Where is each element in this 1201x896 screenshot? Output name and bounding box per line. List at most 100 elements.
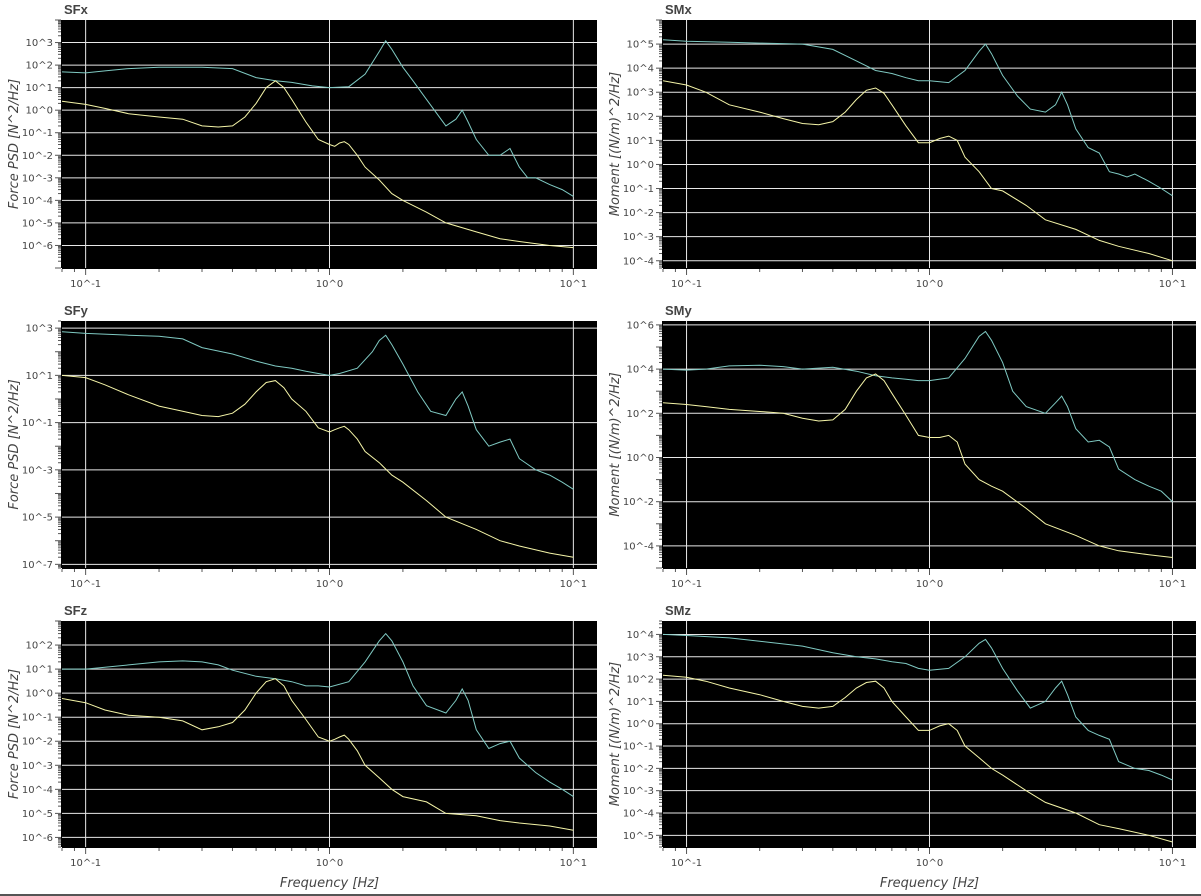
y-tick-label: 10^-5 <box>22 218 53 229</box>
y-tick-label: 10^0 <box>627 453 654 464</box>
y-axis-label: Moment [(N/m)^2/Hz] <box>608 662 623 807</box>
y-axis-label: Force PSD [N^2/Hz] <box>7 669 22 799</box>
y-tick-label: 10^-2 <box>623 208 654 219</box>
y-tick-label: 10^4 <box>627 365 654 376</box>
y-tick-label: 10^5 <box>627 40 654 51</box>
series-line-2 <box>663 80 1173 262</box>
y-tick-label: 10^1 <box>26 665 53 676</box>
y-tick-label: 10^-3 <box>22 465 53 476</box>
x-tick-label: 10^-1 <box>70 279 101 290</box>
series-line-2 <box>663 373 1173 558</box>
x-axis-label: Frequency [Hz] <box>280 876 379 891</box>
x-tick-label: 10^1 <box>1159 279 1186 290</box>
y-tick-label: 10^-4 <box>22 785 53 796</box>
y-tick-label: 10^-3 <box>22 761 53 772</box>
y-tick-label: 10^3 <box>627 88 654 99</box>
y-tick-label: 10^2 <box>627 409 654 420</box>
y-tick-label: 10^-1 <box>22 128 53 139</box>
panel-title: SMy <box>665 303 693 318</box>
y-tick-label: 10^4 <box>627 630 654 641</box>
y-tick-label: 10^-6 <box>22 833 53 844</box>
y-tick-label: 10^-2 <box>623 497 654 508</box>
panel-title: SMz <box>665 603 692 618</box>
y-tick-label: 10^2 <box>26 61 53 72</box>
y-tick-label: 10^2 <box>26 641 53 652</box>
panel-title: SFy <box>64 303 89 318</box>
panel-smz: 10^-5 10^-4 10^-3 10^-2 10^-1 10^0 10^1 10^2 10^… <box>608 603 1196 891</box>
y-tick-label: 10^-4 <box>623 541 654 552</box>
y-tick-label: 10^-1 <box>22 713 53 724</box>
y-tick-label: 10^4 <box>627 64 654 75</box>
y-axis-label: Force PSD [N^2/Hz] <box>7 379 22 509</box>
panel-sfy: 10^-7 10^-5 10^-3 10^-1 10^1 10^3 10^-1 10^0 10^… <box>7 303 597 590</box>
y-tick-label: 10^-3 <box>623 232 654 243</box>
y-tick-label: 10^1 <box>627 136 654 147</box>
y-tick-label: 10^0 <box>26 106 53 117</box>
y-tick-label: 10^-3 <box>623 786 654 797</box>
y-tick-label: 10^3 <box>26 324 53 335</box>
y-tick-label: 10^3 <box>627 652 654 663</box>
panel-title: SFx <box>64 2 89 17</box>
y-tick-label: 10^1 <box>26 371 53 382</box>
y-tick-label: 10^-4 <box>623 809 654 820</box>
y-tick-label: 10^3 <box>26 38 53 49</box>
panel-title: SFz <box>64 603 88 618</box>
y-tick-label: 10^-2 <box>22 151 53 162</box>
y-tick-label: 10^2 <box>627 675 654 686</box>
y-tick-label: 10^0 <box>627 160 654 171</box>
y-tick-label: 10^6 <box>627 320 654 331</box>
x-tick-label: 10^-1 <box>70 579 101 590</box>
y-tick-label: 10^0 <box>26 689 53 700</box>
y-tick-label: 10^0 <box>627 719 654 730</box>
x-tick-label: 10^-1 <box>70 858 101 869</box>
series-line-1 <box>62 39 574 197</box>
x-tick-label: 10^0 <box>316 279 343 290</box>
y-tick-label: 10^-5 <box>623 831 654 842</box>
y-tick-label: 10^-7 <box>22 560 53 571</box>
y-tick-label: 10^-4 <box>22 196 53 207</box>
x-tick-label: 10^0 <box>916 579 943 590</box>
panel-sfx: 10^-6 10^-5 10^-4 10^-3 10^-2 10^-1 10^0 10^1 10… <box>7 2 597 290</box>
y-tick-label: 10^-1 <box>623 184 654 195</box>
y-tick-label: 10^-4 <box>623 256 654 267</box>
x-tick-label: 10^0 <box>316 579 343 590</box>
series-line-1 <box>663 330 1173 503</box>
series-line-2 <box>62 374 574 558</box>
x-tick-label: 10^1 <box>560 579 587 590</box>
bottom-rule <box>0 894 1201 896</box>
y-tick-label: 10^-3 <box>22 173 53 184</box>
x-tick-label: 10^0 <box>916 858 943 869</box>
y-axis-label: Moment [(N/m)^2/Hz] <box>608 372 623 517</box>
series-line-1 <box>62 331 574 490</box>
x-tick-label: 10^-1 <box>671 279 702 290</box>
series-line-1 <box>663 633 1173 781</box>
x-tick-label: 10^0 <box>916 279 943 290</box>
panel-smx: 10^-4 10^-3 10^-2 10^-1 10^0 10^1 10^2 10^3 10^4… <box>608 2 1196 290</box>
y-tick-label: 10^1 <box>26 83 53 94</box>
y-tick-label: 10^-2 <box>22 737 53 748</box>
x-tick-label: 10^-1 <box>671 579 702 590</box>
y-tick-label: 10^-1 <box>22 418 53 429</box>
y-axis-label: Moment [(N/m)^2/Hz] <box>608 72 623 217</box>
x-tick-label: 10^1 <box>560 279 587 290</box>
x-tick-label: 10^1 <box>560 858 587 869</box>
y-tick-label: 10^-2 <box>623 764 654 775</box>
y-tick-label: 10^2 <box>627 112 654 123</box>
y-tick-label: 10^-6 <box>22 241 53 252</box>
y-tick-label: 10^-5 <box>22 513 53 524</box>
panel-smy: 10^-4 10^-2 10^0 10^2 10^4 10^6 10^-1 10^0 10^1 S… <box>608 303 1196 590</box>
series-line-1 <box>663 39 1173 197</box>
y-tick-label: 10^1 <box>627 697 654 708</box>
y-tick-label: 10^-1 <box>623 742 654 753</box>
x-tick-label: 10^1 <box>1159 579 1186 590</box>
series-line-2 <box>62 80 574 249</box>
series-line-2 <box>663 674 1173 843</box>
x-tick-label: 10^-1 <box>671 858 702 869</box>
y-axis-label: Force PSD [N^2/Hz] <box>7 79 22 209</box>
x-tick-label: 10^0 <box>316 858 343 869</box>
x-tick-label: 10^1 <box>1159 858 1186 869</box>
panel-sfz: 10^-6 10^-5 10^-4 10^-3 10^-2 10^-1 10^0 10^1 10… <box>7 603 597 891</box>
panel-title: SMx <box>665 2 693 17</box>
x-axis-label: Frequency [Hz] <box>880 876 979 891</box>
